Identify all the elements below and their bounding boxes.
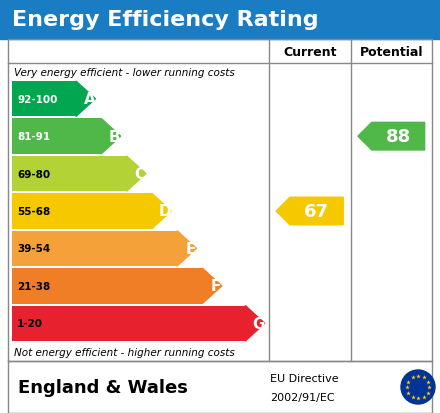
Bar (12, 157, 126, 192)
Bar (12, 231, 177, 266)
Bar (12, 82, 76, 117)
Text: Very energy efficient - lower running costs: Very energy efficient - lower running co… (14, 68, 235, 78)
Bar (0, 0, 440, 40)
Text: Potential: Potential (359, 45, 423, 58)
Text: 21-38: 21-38 (17, 281, 50, 291)
Text: C: C (135, 167, 146, 182)
Text: B: B (109, 129, 121, 144)
Text: Energy Efficiency Rating: Energy Efficiency Rating (12, 10, 319, 30)
Text: England & Wales: England & Wales (18, 378, 188, 396)
Text: 92-100: 92-100 (17, 95, 57, 104)
Text: F: F (211, 279, 221, 294)
Circle shape (401, 370, 435, 404)
Polygon shape (101, 119, 121, 154)
Bar (12, 268, 202, 304)
Text: G: G (253, 316, 265, 331)
Text: Not energy efficient - higher running costs: Not energy efficient - higher running co… (14, 347, 235, 357)
Text: 81-91: 81-91 (17, 132, 50, 142)
Text: D: D (159, 204, 172, 219)
Polygon shape (152, 194, 171, 229)
Bar (8, 40, 432, 361)
Bar (12, 306, 245, 341)
Text: 69-80: 69-80 (17, 169, 50, 179)
Text: 67: 67 (304, 202, 329, 221)
Text: 88: 88 (385, 128, 411, 146)
Text: 39-54: 39-54 (17, 244, 50, 254)
Text: 1-20: 1-20 (17, 318, 43, 328)
Text: Current: Current (283, 45, 337, 58)
Text: A: A (84, 92, 95, 107)
Polygon shape (202, 268, 222, 304)
Bar (12, 119, 101, 154)
Text: 2002/91/EC: 2002/91/EC (270, 392, 335, 402)
Polygon shape (177, 231, 197, 266)
Polygon shape (276, 198, 343, 225)
Polygon shape (76, 82, 95, 117)
Text: E: E (186, 241, 196, 256)
Text: 55-68: 55-68 (17, 206, 50, 216)
Polygon shape (245, 306, 265, 341)
Polygon shape (126, 157, 146, 192)
Bar (12, 194, 152, 229)
Text: EU Directive: EU Directive (270, 373, 339, 383)
Polygon shape (358, 123, 425, 151)
